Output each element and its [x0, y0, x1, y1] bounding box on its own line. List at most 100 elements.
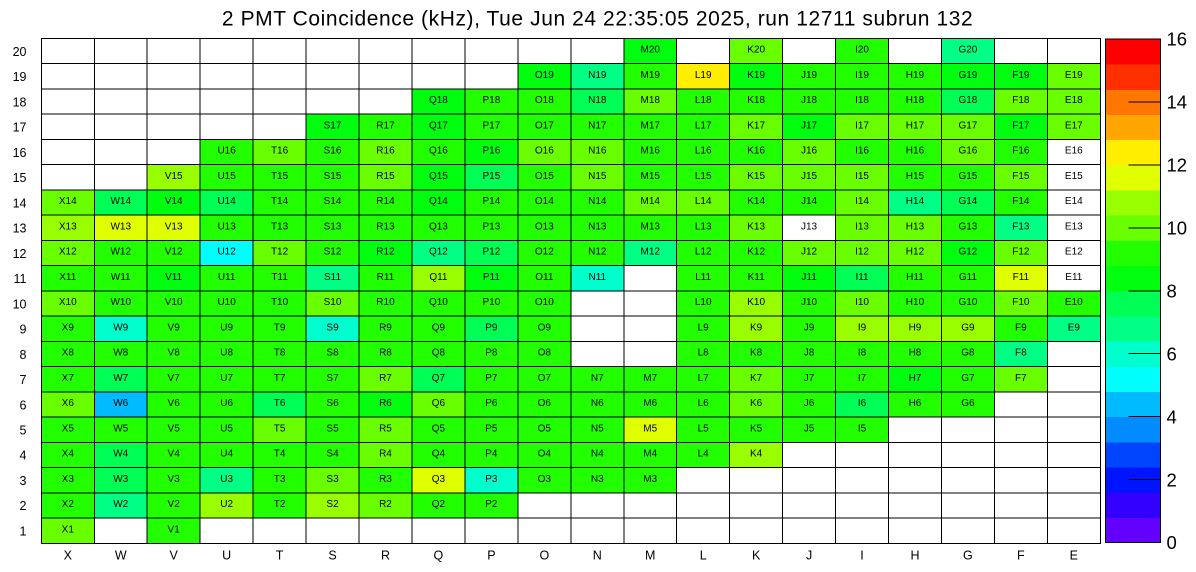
cell-label: O8 [538, 348, 552, 359]
heatmap-cell [252, 113, 307, 140]
cell-label: K9 [750, 322, 763, 333]
heatmap-cell [1046, 265, 1101, 292]
heatmap-cell [782, 517, 837, 544]
y-axis-label: 10 [13, 297, 27, 311]
heatmap-cell [888, 416, 942, 443]
cell-label: S7 [326, 373, 339, 384]
cell-label: K4 [750, 449, 763, 460]
cell-label: I20 [855, 45, 869, 56]
cell-label: U13 [217, 221, 236, 232]
heatmap-cell [835, 517, 889, 544]
heatmap-cell [93, 138, 148, 166]
heatmap-cell [40, 366, 95, 393]
cell-label: I9 [858, 322, 867, 333]
heatmap-cell [93, 88, 148, 115]
heatmap-cell [93, 37, 148, 65]
heatmap-cell [40, 37, 95, 65]
cell-label: W11 [111, 272, 131, 283]
heatmap-cell [199, 239, 254, 267]
cell-label: U14 [217, 196, 236, 207]
heatmap-cell [888, 63, 942, 90]
cell-label: F13 [1012, 221, 1030, 232]
heatmap-cell [517, 265, 572, 292]
x-axis-label: Q [434, 548, 444, 562]
heatmap-cell [835, 467, 889, 494]
heatmap-cell [93, 164, 148, 191]
cell-label: E14 [1065, 196, 1083, 207]
cell-label: M16 [640, 146, 660, 157]
heatmap-cell [940, 517, 995, 544]
cell-label: G16 [958, 146, 977, 157]
heatmap-cell [40, 340, 95, 368]
cell-label: M14 [640, 196, 660, 207]
cell-label: M17 [640, 120, 660, 131]
cell-label: J16 [801, 146, 818, 157]
heatmap-cell [252, 138, 307, 166]
cell-label: R16 [376, 146, 395, 157]
heatmap-cell [1046, 88, 1101, 115]
cell-label: T13 [271, 221, 289, 232]
heatmap-cell [993, 492, 1048, 519]
cell-label: V11 [165, 272, 182, 283]
cell-label: P10 [482, 297, 500, 308]
heatmap-cell [782, 366, 837, 393]
cell-label: V6 [168, 398, 181, 409]
cell-label: K18 [747, 95, 765, 106]
heatmap-cell [1046, 441, 1101, 469]
heatmap-cell [464, 441, 519, 469]
cell-label: K20 [747, 45, 765, 56]
cell-label: L14 [695, 196, 712, 207]
x-axis-label: H [910, 548, 919, 562]
heatmap-cell [940, 214, 995, 241]
color-scale-band [1105, 190, 1161, 216]
color-scale-band [1105, 39, 1161, 65]
heatmap-cell [1046, 492, 1101, 519]
cell-label: R9 [379, 322, 392, 333]
cell-label: W9 [113, 322, 128, 333]
heatmap-cell [993, 416, 1048, 443]
cell-label: T12 [271, 247, 289, 258]
cell-label: I15 [855, 171, 869, 182]
cell-label: G20 [958, 45, 977, 56]
cell-label: E19 [1065, 70, 1083, 81]
heatmap-cell [835, 239, 889, 267]
cell-label: M13 [640, 221, 660, 232]
heatmap-cell [993, 467, 1048, 494]
heatmap-cell [40, 189, 95, 216]
heatmap-cell [464, 138, 519, 166]
heatmap-cell [888, 189, 942, 216]
cell-label: R11 [377, 272, 395, 283]
cell-label: G8 [961, 348, 975, 359]
heatmap-cell [1046, 467, 1101, 494]
heatmap-cell [252, 391, 307, 418]
color-scale-tick-label: 6 [1167, 343, 1177, 364]
heatmap-cell [993, 88, 1048, 115]
heatmap-cell [835, 441, 889, 469]
cell-label: K11 [748, 272, 765, 283]
cell-label: T6 [274, 398, 286, 409]
heatmap-cell [464, 517, 519, 544]
heatmap-cell [40, 113, 95, 140]
cell-label: W6 [113, 398, 128, 409]
cell-label: T10 [271, 297, 289, 308]
cell-label: U7 [220, 373, 233, 384]
heatmap-cell [517, 214, 572, 241]
heatmap-cell [676, 416, 731, 443]
cell-label: X7 [62, 373, 75, 384]
cell-label: J6 [804, 398, 815, 409]
cell-label: F16 [1012, 146, 1030, 157]
heatmap-cell [729, 467, 784, 494]
cell-label: R15 [376, 171, 395, 182]
cell-label: Q15 [429, 171, 448, 182]
heatmap-cell [940, 441, 995, 469]
heatmap-cell [570, 492, 625, 519]
cell-label: L12 [695, 247, 712, 258]
heatmap-cell [570, 416, 625, 443]
color-scale-band [1105, 391, 1161, 418]
cell-label: O15 [535, 171, 554, 182]
cell-label: Q13 [429, 221, 448, 232]
heatmap-cell [252, 214, 307, 241]
cell-label: J11 [801, 272, 817, 283]
cell-label: U4 [220, 449, 233, 460]
heatmap-cell [358, 138, 413, 166]
